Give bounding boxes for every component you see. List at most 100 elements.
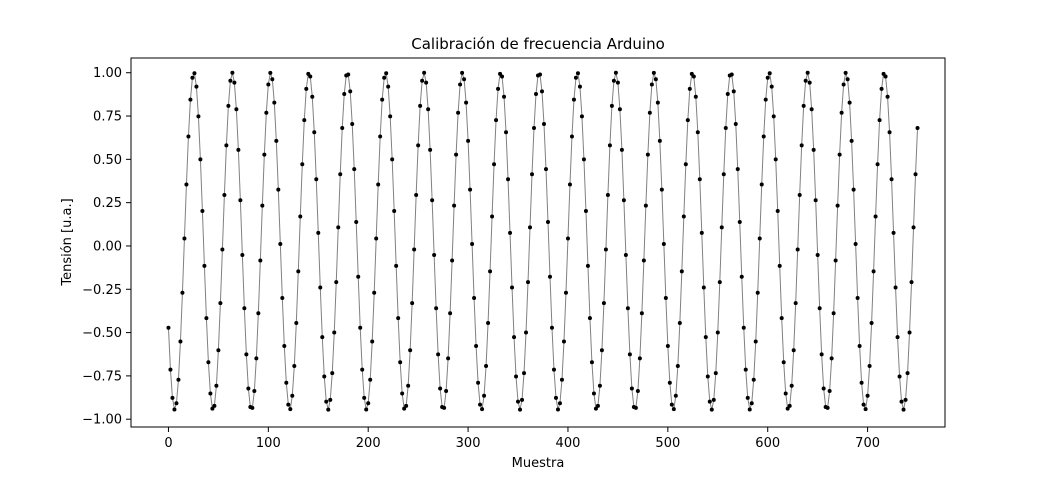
data-point (791, 348, 796, 353)
y-tick-label: −0.50 (82, 326, 122, 341)
data-point (184, 182, 189, 187)
data-point (396, 316, 401, 321)
data-point (442, 405, 447, 410)
data-point (302, 118, 307, 123)
data-point (540, 89, 544, 94)
data-point (905, 371, 910, 376)
data-point (450, 258, 455, 263)
data-point (420, 78, 425, 83)
data-point (911, 225, 916, 230)
data-point (318, 285, 323, 290)
data-point (232, 80, 237, 85)
data-point (579, 114, 584, 119)
data-point (222, 192, 227, 197)
data-point (470, 241, 475, 246)
data-point (410, 301, 415, 306)
data-point (907, 330, 912, 335)
data-point (867, 364, 872, 369)
y-tick-label: −0.25 (82, 283, 122, 298)
data-point (559, 377, 564, 382)
data-point (492, 162, 497, 167)
data-point (508, 230, 513, 235)
data-point (300, 162, 305, 167)
data-point (356, 274, 361, 279)
data-point (777, 263, 782, 268)
data-point (196, 114, 201, 119)
y-tick-label: 0.00 (93, 239, 122, 254)
data-point (280, 295, 285, 300)
data-point (587, 316, 592, 321)
data-point (545, 219, 550, 224)
data-point (516, 399, 521, 404)
data-point (797, 192, 802, 197)
data-point (581, 157, 586, 162)
data-point (555, 407, 560, 412)
data-point (422, 70, 427, 75)
data-point (326, 407, 331, 412)
data-point (873, 214, 878, 219)
x-tick-label: 0 (164, 436, 172, 451)
data-point (741, 325, 746, 330)
data-point (472, 295, 477, 300)
data-point (386, 84, 391, 89)
data-point (665, 343, 670, 348)
data-point (456, 110, 461, 115)
data-point (617, 107, 622, 112)
data-point (783, 391, 788, 396)
data-point (388, 114, 393, 119)
data-point (216, 348, 221, 353)
data-point (599, 348, 604, 353)
x-axis: 0 100 200 300 400 500 600 700 (164, 427, 880, 451)
data-point (286, 402, 291, 407)
data-point (807, 80, 812, 85)
data-point (260, 203, 265, 208)
data-point (899, 399, 904, 404)
data-point (250, 405, 255, 410)
data-point (615, 80, 620, 85)
data-point (284, 380, 289, 385)
data-point (709, 407, 714, 412)
data-point (851, 187, 856, 192)
data-point (296, 269, 301, 274)
data-point (538, 72, 542, 77)
data-point (735, 167, 740, 172)
data-point (436, 352, 441, 357)
data-point (166, 325, 171, 330)
data-point (484, 364, 489, 369)
data-point (751, 377, 756, 382)
data-point (871, 269, 876, 274)
data-point (813, 198, 818, 203)
x-tick-label: 600 (755, 436, 780, 451)
data-point (372, 290, 377, 295)
data-point (691, 74, 696, 79)
data-point (721, 172, 726, 177)
x-tick-label: 200 (356, 436, 381, 451)
data-point (705, 374, 710, 379)
x-tick-label: 500 (655, 436, 680, 451)
data-point (661, 241, 666, 246)
y-axis: −1.00 −0.75 −0.50 −0.25 0.00 0.25 0.50 0.75 1.00 (82, 66, 131, 428)
data-point (408, 348, 413, 353)
data-point (759, 182, 764, 187)
data-point (398, 360, 403, 365)
data-point (464, 100, 469, 105)
data-point (875, 162, 880, 167)
data-point (673, 393, 678, 398)
x-tick-label: 700 (855, 436, 880, 451)
data-point (575, 71, 580, 76)
data-point (360, 367, 365, 372)
y-tick-label: 0.25 (93, 196, 122, 211)
data-point (172, 407, 177, 412)
data-point (258, 258, 263, 263)
data-point (913, 172, 918, 177)
data-point (368, 377, 373, 382)
chart-title: Calibración de frecuencia Arduino (411, 35, 665, 53)
data-point (534, 91, 538, 96)
data-point (675, 364, 680, 369)
data-point (687, 86, 692, 91)
data-point (242, 306, 247, 311)
data-point (737, 219, 742, 224)
data-point (883, 74, 888, 79)
data-point (294, 321, 299, 326)
data-point (180, 290, 185, 295)
